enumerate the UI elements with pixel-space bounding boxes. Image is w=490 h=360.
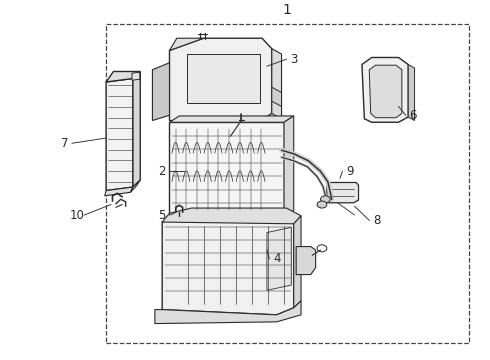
Polygon shape [294,216,301,308]
Polygon shape [362,58,408,122]
Text: 3: 3 [290,53,297,66]
Polygon shape [162,208,301,224]
Polygon shape [170,38,272,122]
Polygon shape [272,87,282,107]
Text: 9: 9 [346,165,353,178]
Text: 1: 1 [282,3,291,17]
Circle shape [317,201,327,208]
Polygon shape [296,247,316,275]
Polygon shape [170,116,294,122]
Polygon shape [170,38,203,50]
Text: 5: 5 [158,208,166,221]
Polygon shape [155,301,301,324]
Polygon shape [369,65,402,118]
Polygon shape [106,72,140,82]
Text: 2: 2 [158,165,166,178]
Polygon shape [284,116,294,217]
Polygon shape [133,72,140,187]
Polygon shape [408,64,415,121]
Polygon shape [170,122,284,217]
Polygon shape [272,49,282,119]
Bar [187,54,260,103]
Text: 4: 4 [273,252,280,265]
Polygon shape [132,72,140,80]
Circle shape [320,196,330,203]
Polygon shape [105,187,133,196]
Polygon shape [327,183,359,203]
Text: 8: 8 [373,214,380,227]
Bar [106,24,469,343]
Polygon shape [106,78,133,190]
Text: 7: 7 [61,137,69,150]
Polygon shape [162,217,294,315]
Polygon shape [216,119,225,126]
Text: 10: 10 [70,208,84,221]
Text: 6: 6 [409,109,417,122]
Polygon shape [130,180,140,192]
Polygon shape [152,63,170,121]
Polygon shape [267,227,291,290]
